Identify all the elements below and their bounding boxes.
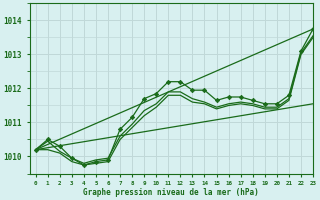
X-axis label: Graphe pression niveau de la mer (hPa): Graphe pression niveau de la mer (hPa)	[84, 188, 259, 197]
